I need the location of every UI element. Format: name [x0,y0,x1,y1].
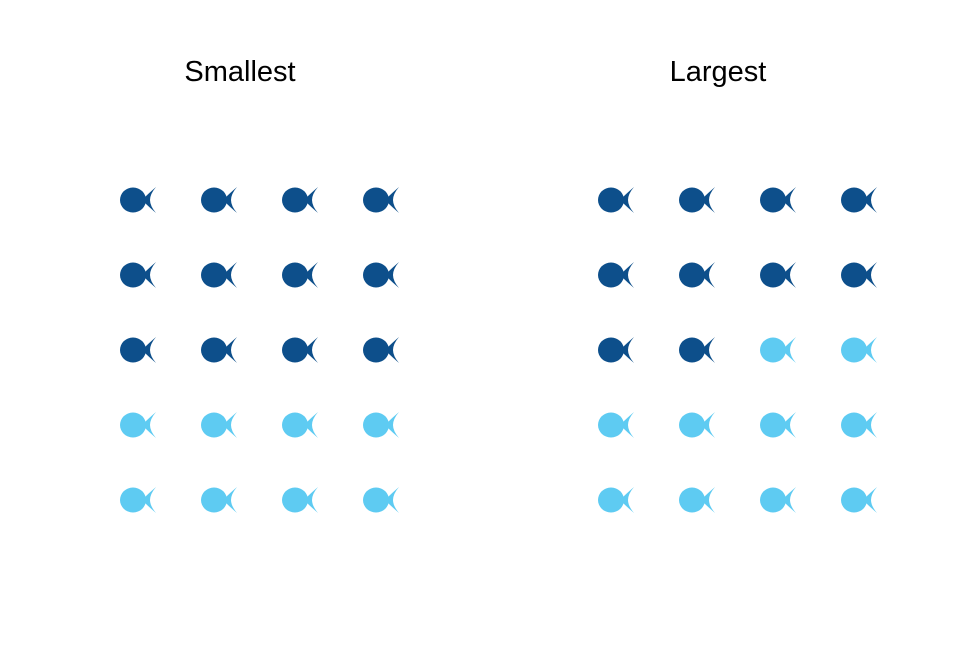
fish-icon [282,262,318,288]
fish-icon [679,412,715,438]
panel-largest: Largest [478,0,958,672]
fish-icon [598,262,634,288]
fish-icon [363,187,399,213]
fish-icon [760,187,796,213]
fish-icon [282,412,318,438]
fish-icon [201,412,237,438]
fish-icon [598,487,634,513]
fish-icon [120,187,156,213]
fish-icon [598,412,634,438]
panel-title: Smallest [184,56,296,88]
fish-icon [363,262,399,288]
fish-icon [201,262,237,288]
fish-icon [598,337,634,363]
fish-icon [282,187,318,213]
fish-icon [679,487,715,513]
fish-icon [363,337,399,363]
fish-icon [841,412,877,438]
fish-icon [282,337,318,363]
fish-icon [679,262,715,288]
fish-icon [598,187,634,213]
fish-icon [841,337,877,363]
fish-grid-smallest [120,187,399,513]
fish-icon [363,487,399,513]
fish-icon [201,487,237,513]
fish-icon [363,412,399,438]
panel-title: Largest [669,56,767,88]
fish-grid-largest [598,187,877,513]
fish-icon [760,487,796,513]
fish-icon [841,262,877,288]
fish-icon [201,337,237,363]
fish-icon [120,487,156,513]
fish-icon [760,412,796,438]
fish-icon [841,487,877,513]
fish-icon [679,187,715,213]
fish-icon [201,187,237,213]
fish-icon [760,262,796,288]
fish-icon [120,262,156,288]
fish-icon [282,487,318,513]
fish-icon [679,337,715,363]
fish-icon [760,337,796,363]
panel-smallest: Smallest [120,56,399,513]
fish-icon [841,187,877,213]
fish-icon [120,337,156,363]
fish-icon [120,412,156,438]
